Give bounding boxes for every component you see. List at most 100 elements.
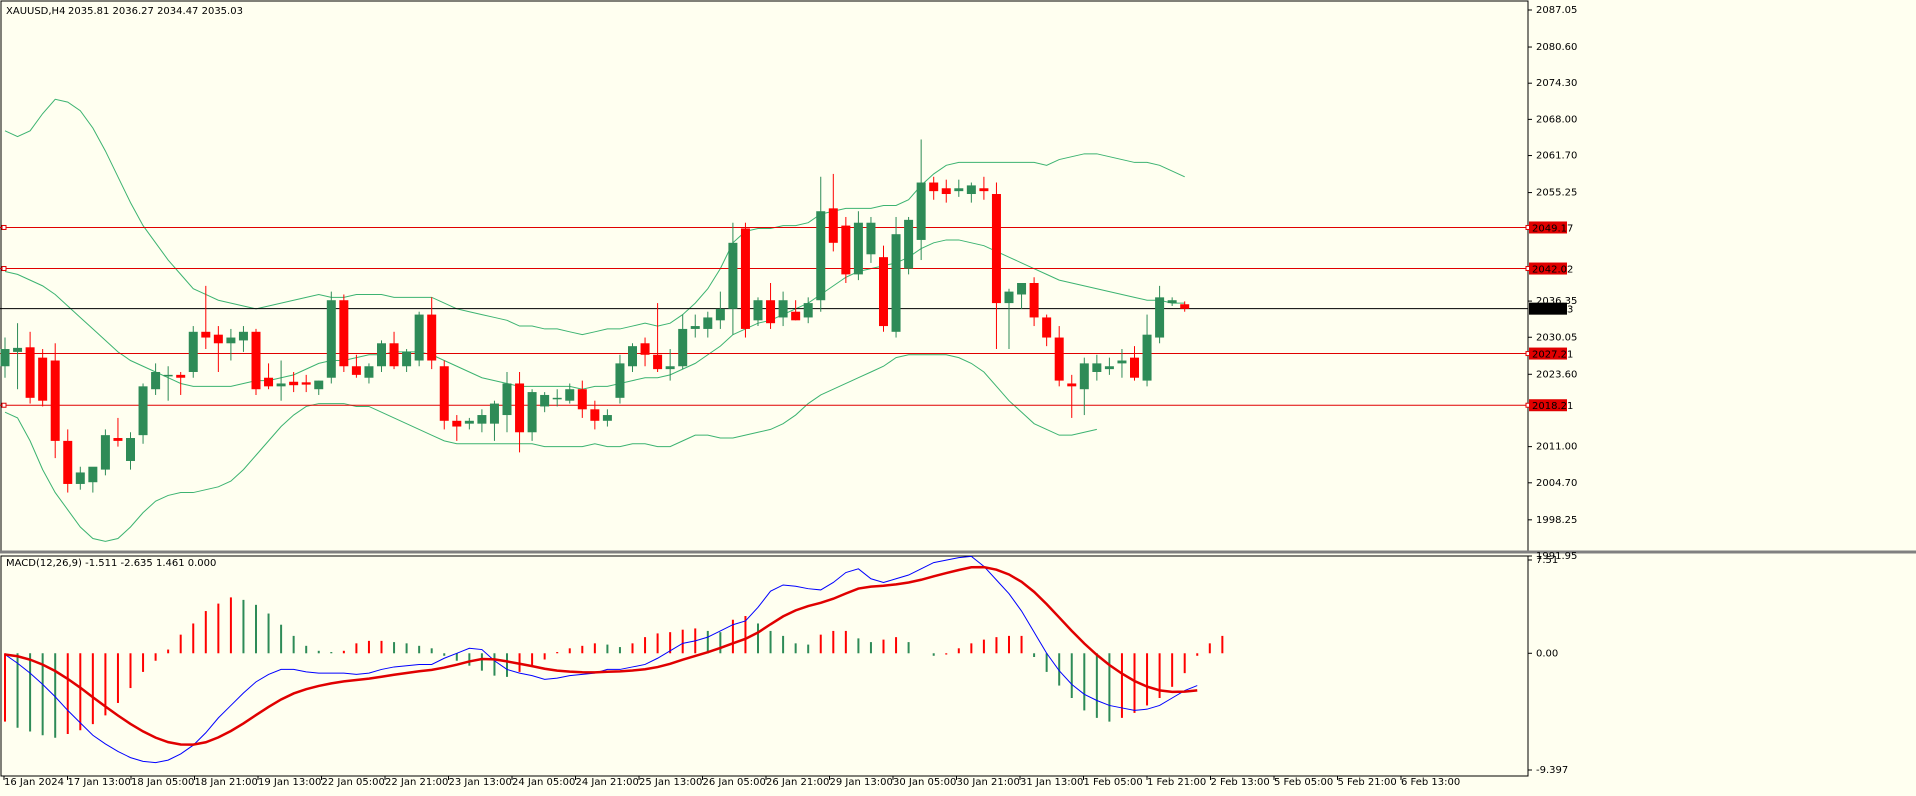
bull-candle[interactable] — [402, 351, 412, 367]
bull-candle[interactable] — [816, 211, 826, 301]
bull-candle[interactable] — [527, 392, 537, 433]
bear-candle[interactable] — [740, 228, 750, 329]
bear-candle[interactable] — [339, 300, 349, 367]
bull-candle[interactable] — [954, 188, 964, 192]
bear-candle[interactable] — [640, 343, 650, 355]
bear-candle[interactable] — [577, 389, 587, 410]
bull-candle[interactable] — [778, 300, 788, 318]
bear-candle[interactable] — [452, 420, 462, 427]
bull-candle[interactable] — [703, 317, 713, 329]
bull-candle[interactable] — [1104, 366, 1114, 370]
bull-candle[interactable] — [916, 182, 926, 240]
bull-candle[interactable] — [489, 403, 499, 424]
bull-candle[interactable] — [753, 300, 763, 321]
bull-candle[interactable] — [377, 343, 386, 367]
bear-candle[interactable] — [929, 182, 939, 192]
bull-candle[interactable] — [665, 366, 675, 370]
bull-candle[interactable] — [314, 380, 324, 390]
bull-candle[interactable] — [1142, 334, 1152, 381]
bear-candle[interactable] — [1054, 337, 1064, 381]
bear-candle[interactable] — [389, 343, 399, 367]
bull-candle[interactable] — [75, 472, 85, 484]
bull-candle[interactable] — [904, 219, 914, 269]
bull-candle[interactable] — [226, 337, 236, 344]
bear-candle[interactable] — [979, 188, 989, 192]
bull-candle[interactable] — [540, 394, 550, 407]
bear-candle[interactable] — [251, 331, 261, 390]
bear-candle[interactable] — [264, 377, 274, 387]
bull-candle[interactable] — [464, 420, 474, 424]
bear-candle[interactable] — [791, 311, 801, 321]
bear-candle[interactable] — [351, 366, 361, 375]
bull-candle[interactable] — [565, 389, 575, 401]
bull-candle[interactable] — [1017, 283, 1027, 295]
bull-candle[interactable] — [414, 314, 424, 361]
bull-candle[interactable] — [163, 374, 173, 377]
bear-candle[interactable] — [427, 314, 437, 361]
bear-candle[interactable] — [1130, 357, 1139, 378]
bull-candle[interactable] — [1092, 363, 1102, 372]
bull-candle[interactable] — [0, 349, 10, 367]
bull-candle[interactable] — [678, 328, 688, 367]
bull-candle[interactable] — [728, 242, 738, 309]
bull-candle[interactable] — [502, 383, 512, 416]
bull-candle[interactable] — [364, 366, 374, 378]
bear-candle[interactable] — [289, 381, 299, 386]
bull-candle[interactable] — [276, 383, 286, 387]
bull-candle[interactable] — [966, 185, 976, 195]
bull-candle[interactable] — [628, 346, 637, 367]
bull-candle[interactable] — [477, 415, 487, 424]
bull-candle[interactable] — [100, 435, 110, 470]
bear-candle[interactable] — [515, 383, 525, 433]
level-handle[interactable] — [1, 402, 7, 408]
bear-candle[interactable] — [1029, 283, 1039, 318]
bull-candle[interactable] — [690, 326, 700, 329]
bear-candle[interactable] — [653, 354, 663, 370]
bear-candle[interactable] — [1067, 383, 1077, 387]
bull-candle[interactable] — [891, 234, 901, 332]
bull-candle[interactable] — [1004, 291, 1014, 304]
bull-candle[interactable] — [88, 466, 98, 483]
bear-candle[interactable] — [63, 440, 73, 484]
bear-candle[interactable] — [1180, 304, 1190, 309]
bear-candle[interactable] — [841, 225, 851, 275]
bull-candle[interactable] — [188, 331, 198, 372]
bull-candle[interactable] — [803, 303, 813, 318]
bear-candle[interactable] — [25, 347, 35, 398]
bear-candle[interactable] — [991, 194, 1001, 304]
level-handle[interactable] — [1, 266, 7, 272]
bull-candle[interactable] — [1117, 360, 1127, 364]
bear-candle[interactable] — [879, 257, 888, 327]
bull-candle[interactable] — [13, 347, 23, 352]
bear-candle[interactable] — [941, 188, 951, 195]
bull-candle[interactable] — [1167, 300, 1177, 304]
bull-candle[interactable] — [866, 222, 876, 255]
bear-candle[interactable] — [113, 438, 123, 441]
bull-candle[interactable] — [615, 363, 625, 398]
bull-candle[interactable] — [151, 371, 161, 390]
price-pane[interactable]: 2087.05 2080.60 2074.30 2068.00 2061.70 2055.… — [0, 0, 1916, 562]
bear-candle[interactable] — [439, 366, 449, 421]
bull-candle[interactable] — [126, 438, 135, 461]
bear-candle[interactable] — [1042, 317, 1052, 338]
bull-candle[interactable] — [1155, 297, 1165, 338]
bull-candle[interactable] — [552, 397, 562, 400]
bear-candle[interactable] — [176, 374, 186, 378]
level-handle[interactable] — [1, 224, 7, 230]
bear-candle[interactable] — [766, 300, 776, 324]
bear-candle[interactable] — [201, 331, 211, 338]
bear-candle[interactable] — [38, 357, 48, 401]
bull-candle[interactable] — [138, 386, 148, 436]
bear-candle[interactable] — [590, 409, 600, 421]
bull-candle[interactable] — [1079, 363, 1089, 390]
bear-candle[interactable] — [828, 208, 838, 243]
bull-candle[interactable] — [853, 222, 863, 275]
bull-candle[interactable] — [715, 308, 725, 321]
bear-candle[interactable] — [213, 334, 223, 344]
bear-candle[interactable] — [50, 360, 60, 441]
macd-indicator-pane[interactable]: 7.51 0.00 -9.397 — [0, 555, 1568, 777]
bull-candle[interactable] — [326, 300, 336, 378]
bull-candle[interactable] — [602, 415, 612, 421]
bear-candle[interactable] — [301, 382, 311, 385]
